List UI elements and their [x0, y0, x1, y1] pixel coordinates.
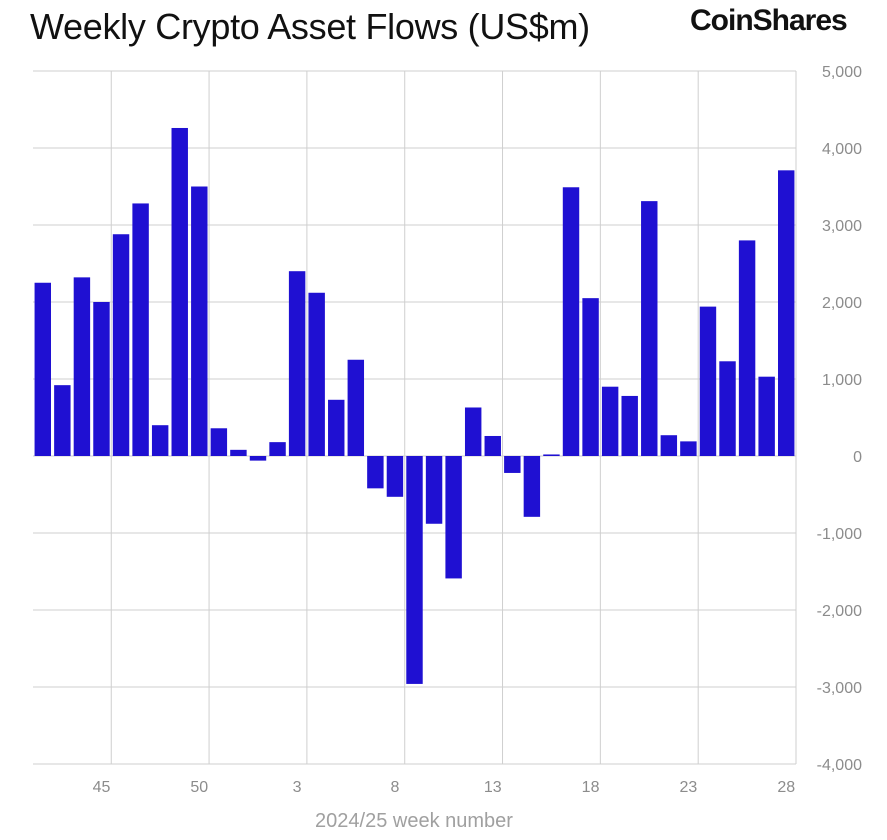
- x-tick-label: 50: [190, 779, 208, 796]
- y-tick-label: 0: [853, 449, 862, 466]
- y-tick-label: 2,000: [822, 295, 862, 312]
- y-tick-label: 3,000: [822, 218, 862, 235]
- bar: [112, 234, 130, 456]
- bar-series: [34, 127, 795, 684]
- bar: [328, 399, 345, 456]
- x-tick-label: 18: [582, 779, 600, 796]
- y-tick-label: 5,000: [822, 64, 862, 81]
- bar: [93, 302, 110, 456]
- bar: [406, 456, 423, 684]
- bar: [719, 361, 736, 456]
- bar: [758, 376, 775, 456]
- x-tick-label: 13: [484, 779, 502, 796]
- bar: [601, 386, 619, 456]
- bar: [269, 442, 286, 456]
- x-tick-label: 45: [93, 779, 111, 796]
- y-tick-label: 1,000: [822, 372, 862, 389]
- bar: [308, 292, 325, 456]
- x-axis-ticks: 45 50 3 8 13 18 23 28: [93, 779, 796, 796]
- bar: [34, 282, 51, 456]
- y-tick-label: -3,000: [817, 680, 862, 697]
- bar: [425, 456, 443, 524]
- bar: [641, 201, 658, 456]
- x-tick-label: 28: [777, 779, 795, 796]
- bar: [445, 456, 462, 579]
- bar: [347, 359, 365, 456]
- bar: [523, 456, 541, 517]
- bar: [680, 441, 697, 456]
- bar: [738, 240, 756, 456]
- bar: [778, 170, 795, 456]
- bar: [562, 187, 580, 456]
- x-tick-label: 8: [390, 779, 399, 796]
- bar: [151, 425, 169, 456]
- bar: [230, 449, 247, 456]
- bar: [288, 271, 306, 456]
- x-tick-label: 23: [679, 779, 697, 796]
- y-tick-label: -1,000: [817, 526, 862, 543]
- bar: [621, 395, 638, 456]
- vertical-gridlines: [110, 71, 797, 764]
- bar: [132, 203, 149, 456]
- bar: [210, 428, 228, 456]
- bar: [249, 456, 267, 461]
- y-tick-label: -4,000: [817, 757, 862, 774]
- y-axis-ticks: 5,000 4,000 3,000 2,000 1,000 0 -1,000 -2,000 -3…: [817, 64, 862, 774]
- bar: [699, 306, 717, 456]
- bar: [191, 186, 208, 456]
- bar: [660, 435, 678, 456]
- y-tick-label: -2,000: [817, 603, 862, 620]
- bar: [73, 277, 91, 456]
- chart-title: Weekly Crypto Asset Flows (US$m): [30, 6, 590, 47]
- bar: [171, 127, 188, 456]
- bar: [367, 456, 384, 489]
- bar: [54, 385, 71, 456]
- brand-logo: CoinShares: [690, 4, 848, 37]
- bar: [543, 454, 560, 456]
- x-axis-label: 2024/25 week number: [315, 810, 513, 832]
- bar: [582, 298, 599, 456]
- bar: [504, 456, 521, 473]
- bar: [386, 456, 404, 497]
- bar: [464, 407, 482, 456]
- y-tick-label: 4,000: [822, 141, 862, 158]
- x-tick-label: 3: [293, 779, 302, 796]
- bar: [484, 435, 501, 456]
